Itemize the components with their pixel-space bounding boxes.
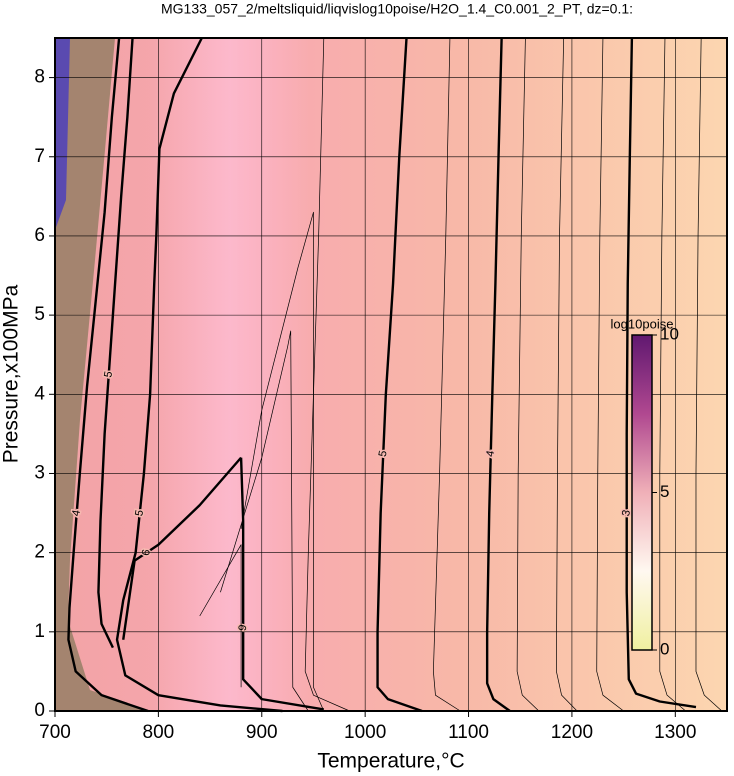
contour-line xyxy=(115,37,283,713)
contour-line xyxy=(516,37,540,712)
contour-label: 4 xyxy=(484,450,497,458)
contour-label: 5 xyxy=(102,370,115,378)
y-tick-label: 7 xyxy=(34,146,45,167)
colorbar-tick-label: 10 xyxy=(660,324,679,343)
contour-line xyxy=(240,211,325,712)
x-axis-label: Temperature,°C xyxy=(317,750,464,773)
contour-line xyxy=(596,37,624,712)
y-tick-label: 0 xyxy=(34,700,45,721)
contour-line xyxy=(220,330,309,712)
contour-line xyxy=(97,37,134,649)
contour-label: 9 xyxy=(237,624,250,632)
contour-line xyxy=(433,37,461,712)
contour-label: 5 xyxy=(133,509,146,517)
y-tick-label: 3 xyxy=(34,462,45,483)
x-tick-label: 1200 xyxy=(551,722,593,743)
contour-line xyxy=(485,37,511,712)
x-tick-label: 1100 xyxy=(448,722,489,743)
contour-line xyxy=(199,544,242,688)
contour-line xyxy=(625,37,697,709)
colorbar xyxy=(631,334,653,651)
dark-region xyxy=(55,38,150,711)
y-tick-label: 6 xyxy=(34,225,45,246)
y-tick-label: 4 xyxy=(34,383,45,404)
blue-region xyxy=(55,38,70,230)
colorbar-tick-label: 5 xyxy=(660,482,669,501)
colorbar-label: log10poise xyxy=(611,316,674,331)
y-tick-label: 1 xyxy=(34,621,45,642)
contour-label: 4 xyxy=(70,509,83,517)
contour-label: 5 xyxy=(377,450,390,458)
x-tick-label: 800 xyxy=(143,722,175,743)
contour-label: 3 xyxy=(620,509,633,517)
y-tick-label: 5 xyxy=(34,304,45,325)
y-tick-label: 2 xyxy=(34,542,45,563)
x-tick-label: 1000 xyxy=(344,722,386,743)
contour-line xyxy=(376,37,423,713)
y-tick-label: 8 xyxy=(34,67,45,88)
x-tick-label: 1300 xyxy=(654,722,696,743)
colorbar-tick-label: 0 xyxy=(660,639,669,658)
x-tick-label: 700 xyxy=(39,722,71,743)
contour-line xyxy=(556,37,578,712)
contour-line xyxy=(239,457,324,711)
contour-line xyxy=(695,37,723,712)
contour-line xyxy=(67,37,149,713)
plot-area xyxy=(55,38,727,711)
background-glow xyxy=(150,38,310,711)
y-axis-label: Pressure,x100MPa xyxy=(0,284,23,463)
plot-frame xyxy=(54,37,728,712)
contour-line xyxy=(659,37,686,712)
x-tick-label: 900 xyxy=(246,722,278,743)
chart-title: MG133_057_2/meltsliquid/liqvislog10poise… xyxy=(161,1,633,17)
